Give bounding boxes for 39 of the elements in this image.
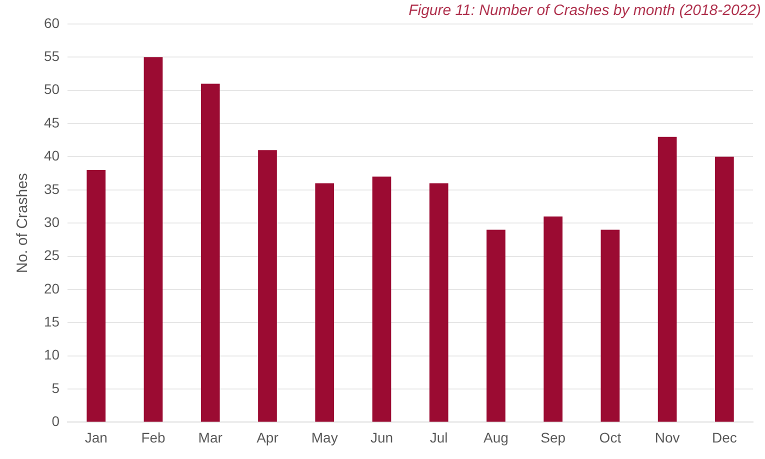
x-tick-label: Jun — [370, 429, 394, 446]
chart-title: Figure 11: Number of Crashes by month (2018-2022) — [408, 2, 761, 19]
bar — [544, 216, 563, 422]
bar — [486, 230, 506, 422]
y-tick-label: 55 — [44, 48, 60, 64]
x-tick-label: Apr — [256, 429, 279, 446]
bar — [315, 183, 334, 422]
bar — [429, 183, 448, 422]
x-tick-label: Nov — [654, 429, 680, 446]
bar — [715, 156, 734, 422]
y-tick-label: 20 — [44, 280, 60, 296]
bar — [600, 230, 620, 422]
bar — [86, 170, 106, 422]
bar — [258, 150, 277, 422]
x-tick-label: Jul — [430, 429, 448, 446]
y-tick-label: 15 — [44, 314, 60, 330]
y-tick-label: 45 — [44, 114, 60, 130]
x-tick-label: Feb — [141, 429, 166, 446]
bar — [658, 136, 677, 422]
y-tick-label: 60 — [44, 14, 60, 31]
y-axis-title: No. of Crashes — [14, 173, 32, 274]
x-tick-label: Oct — [599, 429, 622, 446]
x-tick-label: Sep — [540, 429, 566, 446]
y-tick-label: 35 — [44, 180, 60, 197]
x-tick-label: Mar — [198, 429, 223, 446]
y-tick-label: 40 — [44, 148, 60, 164]
y-tick-label: 0 — [52, 413, 60, 430]
y-tick-label: 30 — [44, 214, 60, 230]
y-tick-label: 25 — [44, 247, 60, 264]
y-tick-label: 5 — [52, 380, 60, 396]
x-tick-label: May — [311, 429, 338, 446]
y-tick-label: 50 — [44, 81, 60, 98]
y-tick-label: 10 — [44, 346, 60, 363]
x-tick-label: Aug — [484, 429, 508, 446]
x-tick-label: Dec — [712, 429, 737, 446]
x-tick-label: Jan — [84, 429, 108, 446]
bar — [372, 176, 392, 422]
bar — [200, 84, 220, 422]
bar — [144, 57, 163, 422]
